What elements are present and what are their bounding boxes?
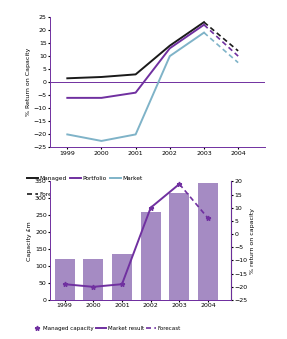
Bar xyxy=(169,193,189,300)
Bar xyxy=(83,259,103,300)
Legend: Managed capacity, Market result, Forecast: Managed capacity, Market result, Forecas… xyxy=(30,324,183,334)
Y-axis label: Capacity £m: Capacity £m xyxy=(27,221,32,261)
Legend: Forecast, Forecast, Forecast: Forecast, Forecast, Forecast xyxy=(25,190,149,199)
Y-axis label: % return on capacity: % return on capacity xyxy=(251,208,255,274)
Bar xyxy=(141,212,161,300)
Bar xyxy=(198,183,218,300)
Bar xyxy=(55,259,75,300)
Y-axis label: % Return on Capacity: % Return on Capacity xyxy=(26,48,31,116)
Bar xyxy=(112,254,132,300)
